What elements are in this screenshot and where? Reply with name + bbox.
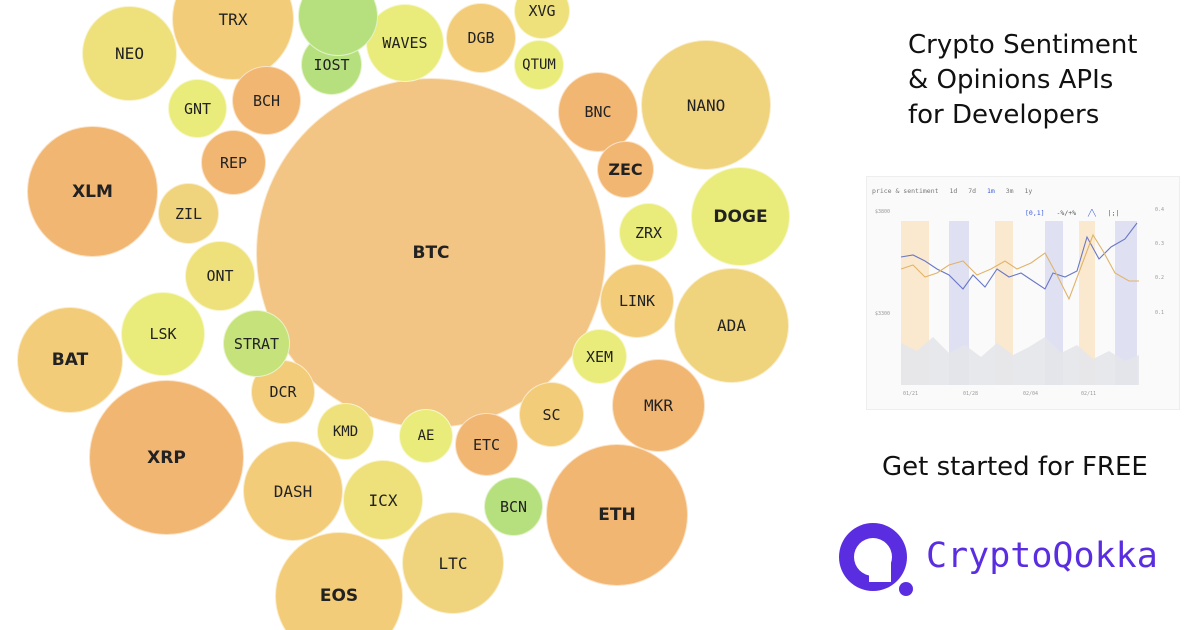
line-mode-icon[interactable]: ╱╲ <box>1088 209 1096 217</box>
coin-bubble-gnt[interactable]: GNT <box>168 79 227 138</box>
y-right-tick-3: 0.2 <box>1155 275 1164 281</box>
sentiment-chart-preview: $3800 $3300 0.4 0.3 0.2 0.1 01/21 01/28 … <box>866 176 1180 410</box>
range-1d[interactable]: 1d <box>949 187 958 195</box>
range-1m[interactable]: 1m <box>986 187 995 195</box>
coin-bubble-cluster: BTC XRP ETH EOS XLM BAT NANO ADA DOGE TRX NEO DASH L… <box>17 0 790 630</box>
normalize-toggle[interactable]: [0,1] <box>1025 209 1045 217</box>
chart-header: price & sentiment 1d 7d 1m 3m 1y <box>872 187 1039 195</box>
coin-bubble-ada[interactable]: ADA <box>674 268 789 383</box>
coin-bubble-strat[interactable]: STRAT <box>223 310 290 377</box>
get-started-link[interactable]: Get started for FREE <box>882 452 1148 482</box>
chart-period-band <box>1115 221 1137 385</box>
coin-bubble-doge[interactable]: DOGE <box>691 167 790 266</box>
coin-bubble-lsk[interactable]: LSK <box>121 292 205 376</box>
chart-title: price & sentiment <box>872 187 939 195</box>
coin-bubble-link[interactable]: LINK <box>600 264 674 338</box>
x-tick-3: 02/04 <box>1023 391 1038 397</box>
coin-bubble-etc[interactable]: ETC <box>455 413 518 476</box>
y-left-tick-bottom: $3300 <box>875 311 890 317</box>
x-tick-4: 02/11 <box>1081 391 1096 397</box>
y-right-tick-4: 0.1 <box>1155 310 1164 316</box>
percent-toggle[interactable]: -%/+% <box>1056 209 1077 217</box>
x-tick-2: 01/28 <box>963 391 978 397</box>
y-right-tick-1: 0.4 <box>1155 207 1164 213</box>
range-1y[interactable]: 1y <box>1024 187 1033 195</box>
coin-bubble-ont[interactable]: ONT <box>185 241 255 311</box>
bar-mode-icon[interactable]: |;| <box>1107 209 1120 217</box>
coin-bubble-bnc[interactable]: BNC <box>558 72 638 152</box>
headline-line-3: for Developers <box>908 100 1100 130</box>
coin-bubble-bat[interactable]: BAT <box>17 307 123 413</box>
coin-bubble-xlm[interactable]: XLM <box>27 126 158 257</box>
cryptoqokka-logo[interactable]: CryptoQokka <box>836 518 1196 598</box>
price-sentiment-chart: $3800 $3300 0.4 0.3 0.2 0.1 01/21 01/28 … <box>875 207 1164 397</box>
speech-bubble-logo-icon <box>839 523 913 596</box>
chart-period-band <box>995 221 1013 385</box>
coin-bubble-icx[interactable]: ICX <box>343 460 423 540</box>
coin-bubble-mkr[interactable]: MKR <box>612 359 705 452</box>
coin-bubble-btc[interactable]: BTC <box>256 78 606 428</box>
coin-bubble-eos[interactable]: EOS <box>275 532 403 630</box>
range-7d[interactable]: 7d <box>968 187 977 195</box>
y-left-tick-top: $3800 <box>875 209 890 215</box>
x-tick-1: 01/21 <box>903 391 918 397</box>
chart-controls: [0,1] -%/+% ╱╲ |;| <box>1025 209 1128 217</box>
headline-line-1: Crypto Sentiment <box>908 30 1138 60</box>
coin-bubble-xem[interactable]: XEM <box>572 329 627 384</box>
brand-name: CryptoQokka <box>926 536 1158 576</box>
coin-bubble-bch[interactable]: BCH <box>232 66 301 135</box>
coin-bubble-qtum[interactable]: QTUM <box>514 40 564 90</box>
coin-bubble-bcn[interactable]: BCN <box>484 477 543 536</box>
coin-bubble-zec[interactable]: ZEC <box>597 141 654 198</box>
coin-bubble-xrp[interactable]: XRP <box>89 380 244 535</box>
coin-bubble-neo[interactable]: NEO <box>82 6 177 101</box>
range-3m[interactable]: 3m <box>1005 187 1014 195</box>
coin-bubble-zil[interactable]: ZIL <box>158 183 219 244</box>
coin-bubble-rep[interactable]: REP <box>201 130 266 195</box>
coin-bubble-zrx[interactable]: ZRX <box>619 203 678 262</box>
coin-bubble-nano[interactable]: NANO <box>641 40 771 170</box>
coin-bubble-kmd[interactable]: KMD <box>317 403 374 460</box>
coin-bubble-dgb[interactable]: DGB <box>446 3 516 73</box>
coin-bubble-ltc[interactable]: LTC <box>402 512 504 614</box>
coin-bubble-ae[interactable]: AE <box>399 409 453 463</box>
coin-bubble-eth[interactable]: ETH <box>546 444 688 586</box>
coin-bubble-sc[interactable]: SC <box>519 382 584 447</box>
headline-line-2: & Opinions APIs <box>908 65 1114 95</box>
coin-bubble-xvg[interactable]: XVG <box>514 0 570 39</box>
headline: Crypto Sentiment & Opinions APIs for Dev… <box>908 28 1188 133</box>
y-right-tick-2: 0.3 <box>1155 241 1164 247</box>
coin-bubble-dash[interactable]: DASH <box>243 441 343 541</box>
